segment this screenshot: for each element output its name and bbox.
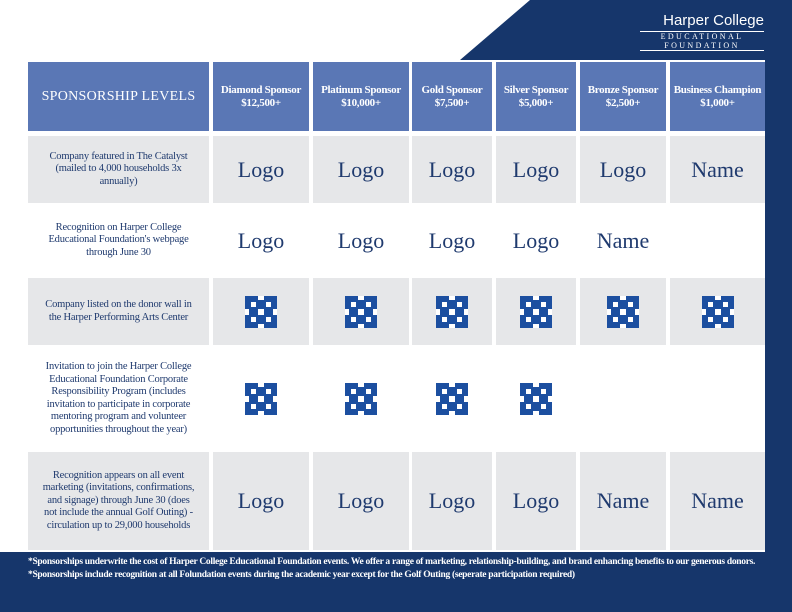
table-cell: Logo bbox=[412, 136, 492, 203]
benefit-cell: Company featured in The Catalyst (mailed… bbox=[28, 136, 209, 203]
table-cell: Logo bbox=[580, 136, 666, 203]
check-icon bbox=[436, 296, 468, 328]
table-cell bbox=[496, 350, 576, 447]
header-cell: Diamond Sponsor $12,500+ bbox=[213, 62, 309, 131]
check-icon bbox=[245, 296, 277, 328]
cell-text: Logo bbox=[599, 156, 647, 182]
cell-text: Logo bbox=[428, 488, 476, 513]
table-cell: Logo bbox=[496, 208, 576, 273]
level-amount: $2,500+ bbox=[605, 96, 641, 109]
table-cell bbox=[412, 350, 492, 447]
table-cell: Logo bbox=[412, 452, 492, 550]
table-cell bbox=[496, 278, 576, 345]
table-cell: Name bbox=[580, 452, 666, 550]
logo-line: FOUNDATION bbox=[664, 41, 740, 50]
table-cell: Logo bbox=[213, 136, 309, 203]
check-icon bbox=[345, 383, 377, 415]
table-cell bbox=[670, 278, 765, 345]
check-icon bbox=[520, 383, 552, 415]
level-name: Gold Sponsor bbox=[421, 83, 483, 96]
level-amount: $7,500+ bbox=[434, 96, 470, 109]
check-icon bbox=[702, 296, 734, 328]
table-cell: Logo bbox=[496, 136, 576, 203]
table-cell: Logo bbox=[496, 452, 576, 550]
cell-text: Name bbox=[596, 488, 650, 513]
level-amount: $1,000+ bbox=[700, 96, 735, 109]
header-cell: SPONSORSHIP LEVELS bbox=[28, 62, 209, 131]
cell-text: Logo bbox=[512, 488, 560, 513]
table-cell bbox=[580, 350, 666, 447]
benefit-cell: Recognition on Harper College Educationa… bbox=[48, 221, 189, 258]
cell-text: Logo bbox=[337, 227, 385, 253]
level-name: Bronze Sponsor bbox=[587, 83, 659, 96]
cell-text: Logo bbox=[428, 227, 476, 253]
cell-text: Logo bbox=[237, 227, 285, 253]
footnote: *Sponsorships underwrite the cost of Har… bbox=[28, 557, 756, 567]
table-cell bbox=[670, 208, 765, 273]
table-cell: Logo bbox=[313, 452, 409, 550]
table-cell bbox=[213, 350, 309, 447]
logo-line: EDUCATIONAL bbox=[660, 32, 744, 41]
cell-text: Name bbox=[596, 227, 650, 253]
table-cell bbox=[580, 278, 666, 345]
table-cell: Name bbox=[580, 208, 666, 273]
cell-text: Logo bbox=[428, 156, 476, 182]
header-cell: Bronze Sponsor $2,500+ bbox=[580, 62, 666, 131]
check-icon bbox=[607, 296, 639, 328]
cell-text: Logo bbox=[237, 488, 285, 513]
table-cell: Logo bbox=[213, 208, 309, 273]
check-icon bbox=[520, 296, 552, 328]
logo-name: Harper College bbox=[663, 12, 764, 29]
cell-text: Logo bbox=[337, 488, 385, 513]
table-cell: Name bbox=[670, 452, 765, 550]
cell-text: Name bbox=[691, 156, 744, 182]
table-cell: Logo bbox=[412, 208, 492, 273]
benefit-cell: Invitation to join the Harper College Ed… bbox=[45, 361, 192, 435]
header-cell: Silver Sponsor $5,000+ bbox=[496, 62, 576, 131]
level-amount: $10,000+ bbox=[341, 96, 381, 109]
level-name: Silver Sponsor bbox=[503, 83, 569, 96]
table-cell bbox=[213, 278, 309, 345]
table-cell bbox=[670, 350, 765, 447]
logo: Harper College EDUCATIONAL FOUNDATION bbox=[640, 12, 764, 51]
benefit-cell: Recognition appears on all event marketi… bbox=[28, 452, 209, 550]
header-cell: Platinum Sponsor $10,000+ bbox=[313, 62, 409, 131]
level-name: Platinum Sponsor bbox=[321, 83, 401, 96]
check-icon bbox=[245, 383, 277, 415]
benefit-cell: Company listed on the donor wall in the … bbox=[28, 278, 209, 345]
table-cell: Name bbox=[670, 136, 765, 203]
footnote: *Sponsorships include recognition at all… bbox=[28, 570, 575, 580]
logo-sub: EDUCATIONAL FOUNDATION bbox=[640, 31, 764, 51]
level-name: Business Champion bbox=[673, 83, 762, 96]
table-cell bbox=[313, 278, 409, 345]
level-amount: $12,500+ bbox=[241, 96, 281, 109]
check-icon bbox=[436, 383, 468, 415]
table-cell: Logo bbox=[313, 208, 409, 273]
check-icon bbox=[345, 296, 377, 328]
table-cell bbox=[313, 350, 409, 447]
cell-text: Logo bbox=[337, 156, 385, 182]
cell-text: Logo bbox=[512, 227, 560, 253]
level-name: Diamond Sponsor bbox=[220, 83, 302, 96]
cell-text: Logo bbox=[512, 156, 560, 182]
header-cell: Gold Sponsor $7,500+ bbox=[412, 62, 492, 131]
table-cell: Logo bbox=[213, 452, 309, 550]
cell-text: Name bbox=[691, 488, 744, 513]
table-cell bbox=[412, 278, 492, 345]
level-amount: $5,000+ bbox=[518, 96, 554, 109]
header-cell: Business Champion $1,000+ bbox=[670, 62, 765, 131]
cell-text: Logo bbox=[237, 156, 285, 182]
table-cell: Logo bbox=[313, 136, 409, 203]
